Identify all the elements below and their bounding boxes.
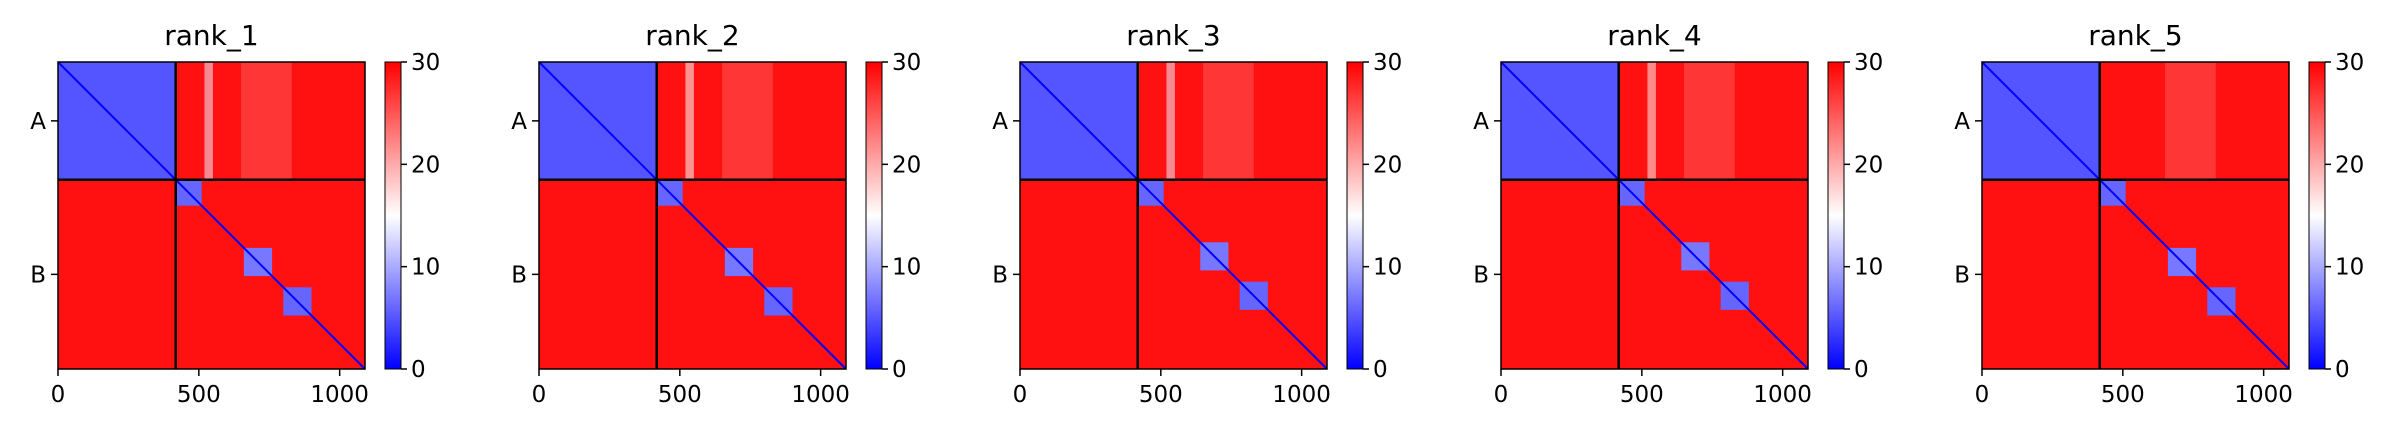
colorbar-tick-label: 20: [892, 152, 921, 178]
chain-label-a: A: [1473, 109, 1489, 135]
panel-title: rank_1: [164, 19, 258, 52]
colorbar: [2308, 61, 2326, 370]
chain-label-b: B: [1473, 262, 1489, 288]
diagonal-line: [1500, 61, 1809, 370]
panel-title: rank_2: [645, 19, 739, 52]
colorbar: [384, 61, 402, 370]
contact-band: [1647, 62, 1656, 180]
colorbar-tick-label: 20: [411, 152, 440, 178]
chain-label-b: B: [992, 262, 1008, 288]
panel-title: rank_4: [1607, 19, 1701, 52]
colorbar-tick-label: 10: [411, 255, 440, 281]
x-tick-label: 0: [1975, 382, 1990, 408]
colorbar-tick-label: 0: [1373, 357, 1388, 383]
colorbar: [1346, 61, 1364, 370]
chain-label-a: A: [1954, 109, 1970, 135]
x-tick-label: 500: [1139, 382, 1183, 408]
diagonal-line: [57, 61, 366, 370]
x-tick-label: 1000: [1753, 382, 1812, 408]
x-tick-label: 0: [51, 382, 66, 408]
colorbar-tick-label: 10: [1854, 255, 1883, 281]
plot-frame: [1981, 61, 2290, 370]
pae-panel-4: rank_4 0 500 1000 A B 0 10 20 30: [1473, 19, 1883, 408]
diagonal-line: [1981, 61, 2290, 370]
colorbar-tick-label: 10: [2335, 255, 2364, 281]
chain-label-b: B: [511, 262, 527, 288]
contact-band: [241, 62, 292, 180]
colorbar-tick-label: 10: [892, 255, 921, 281]
plot-frame: [57, 61, 366, 370]
contact-band: [1684, 62, 1735, 180]
chain-label-a: A: [511, 109, 527, 135]
colorbar-tick-label: 30: [411, 50, 440, 76]
x-tick-label: 0: [532, 382, 547, 408]
diagonal-line: [538, 61, 847, 370]
colorbar-tick-label: 0: [892, 357, 907, 383]
colorbar-tick-label: 30: [2335, 50, 2364, 76]
pae-panel-5: rank_5 0 500 1000 A B 0 10 20 30: [1954, 19, 2364, 408]
x-tick-label: 500: [658, 382, 702, 408]
colorbar-tick-label: 0: [1854, 357, 1869, 383]
x-tick-label: 1000: [791, 382, 850, 408]
colorbar: [865, 61, 883, 370]
colorbar-tick-label: 30: [892, 50, 921, 76]
x-tick-label: 0: [1013, 382, 1028, 408]
contact-band: [685, 62, 694, 180]
plot-frame: [1019, 61, 1328, 370]
colorbar: [1827, 61, 1845, 370]
x-tick-label: 500: [2101, 382, 2145, 408]
x-tick-label: 0: [1494, 382, 1509, 408]
pae-panel-2: rank_2 0 500 1000 A B 0 10 20 30: [511, 19, 921, 408]
contact-band: [204, 62, 213, 180]
chain-label-a: A: [30, 109, 46, 135]
chain-label-b: B: [30, 262, 46, 288]
contact-band: [2165, 62, 2216, 180]
colorbar-tick-label: 0: [2335, 357, 2350, 383]
colorbar-tick-label: 20: [1373, 152, 1402, 178]
x-tick-label: 1000: [1272, 382, 1331, 408]
x-tick-label: 1000: [2234, 382, 2293, 408]
x-tick-label: 500: [1620, 382, 1664, 408]
colorbar-tick-label: 30: [1854, 50, 1883, 76]
pae-panel-3: rank_3 0 500 1000 A B 0 10 20 30: [992, 19, 1402, 408]
contact-band: [722, 62, 773, 180]
chain-label-a: A: [992, 109, 1008, 135]
colorbar-tick-label: 0: [411, 357, 426, 383]
x-tick-label: 500: [177, 382, 221, 408]
x-tick-label: 1000: [310, 382, 369, 408]
chain-label-b: B: [1954, 262, 1970, 288]
panel-title: rank_3: [1126, 19, 1220, 52]
panel-title: rank_5: [2088, 19, 2182, 52]
colorbar-tick-label: 10: [1373, 255, 1402, 281]
plot-frame: [1500, 61, 1809, 370]
diagonal-line: [1019, 61, 1328, 370]
contact-band: [1203, 62, 1254, 180]
colorbar-tick-label: 20: [1854, 152, 1883, 178]
colorbar-tick-label: 30: [1373, 50, 1402, 76]
contact-band: [1166, 62, 1175, 180]
colorbar-tick-label: 20: [2335, 152, 2364, 178]
plot-frame: [538, 61, 847, 370]
pae-panel-1: rank_1 0 500 1000 A B 0 10 20 30: [30, 19, 440, 408]
